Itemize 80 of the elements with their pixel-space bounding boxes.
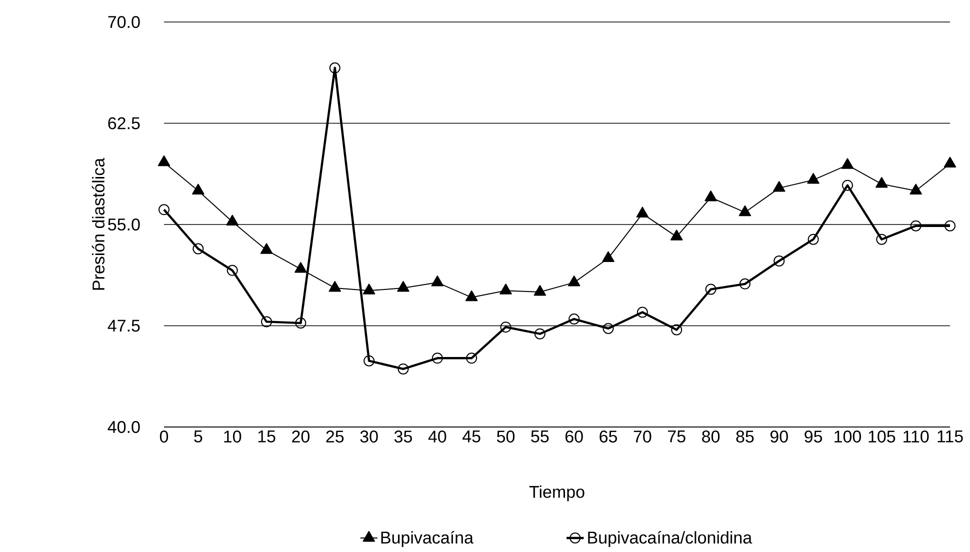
point bbox=[670, 230, 683, 240]
point bbox=[226, 214, 238, 226]
x-tick-label: 110 bbox=[904, 430, 929, 443]
point bbox=[841, 158, 854, 169]
x-tick-label: 50 bbox=[496, 430, 515, 443]
point bbox=[260, 243, 273, 254]
x-tick-label: 5 bbox=[194, 430, 202, 442]
x-tick-label: 40 bbox=[428, 430, 446, 443]
point bbox=[397, 280, 410, 292]
point bbox=[636, 206, 649, 218]
x-axis-title: Tiempo bbox=[529, 485, 584, 502]
x-tick-label: 80 bbox=[702, 430, 720, 443]
point bbox=[534, 328, 546, 340]
x-tick-label: 35 bbox=[394, 430, 412, 443]
x-tick-label: 65 bbox=[600, 430, 617, 443]
y-tick-label: 47.5 bbox=[108, 320, 140, 332]
point bbox=[910, 220, 922, 232]
point bbox=[158, 155, 170, 166]
point bbox=[431, 276, 444, 286]
point bbox=[192, 243, 204, 254]
point bbox=[466, 352, 478, 364]
x-tick-label: 0 bbox=[160, 430, 168, 443]
x-tick-label: 95 bbox=[804, 430, 822, 443]
point bbox=[842, 180, 853, 191]
point bbox=[500, 284, 512, 294]
point bbox=[807, 172, 820, 184]
y-tick-label: 62.5 bbox=[108, 117, 140, 130]
x-tick-label: 100 bbox=[834, 430, 862, 443]
point bbox=[568, 276, 580, 286]
point bbox=[704, 190, 717, 202]
point bbox=[739, 278, 750, 290]
point bbox=[226, 264, 238, 276]
point bbox=[636, 306, 648, 318]
y-tick-label: 40.0 bbox=[108, 420, 140, 434]
point bbox=[398, 363, 409, 374]
point bbox=[944, 220, 956, 232]
y-axis-title: Presión diastólica bbox=[92, 158, 105, 290]
x-tick-label: 85 bbox=[736, 430, 754, 443]
point bbox=[362, 284, 376, 294]
point bbox=[876, 234, 888, 245]
x-tick-label: 70 bbox=[634, 430, 652, 443]
point bbox=[944, 156, 956, 168]
point bbox=[158, 204, 170, 216]
x-tick-label: 30 bbox=[360, 430, 378, 443]
x-tick-label: 75 bbox=[668, 430, 686, 442]
point bbox=[465, 290, 478, 302]
legend-label: Bupivacaína bbox=[381, 530, 474, 548]
point bbox=[294, 262, 307, 273]
x-tick-label: 45 bbox=[462, 430, 480, 442]
x-tick-label: 55 bbox=[531, 430, 549, 442]
point bbox=[192, 184, 204, 194]
point bbox=[432, 352, 443, 364]
y-tick-label: 70.0 bbox=[108, 16, 140, 28]
point bbox=[808, 234, 819, 245]
point bbox=[705, 284, 716, 295]
point bbox=[364, 355, 375, 366]
y-tick-label: 55.0 bbox=[108, 218, 140, 231]
x-tick-label: 115 bbox=[938, 430, 963, 442]
point bbox=[328, 280, 341, 292]
x-tick-label: 90 bbox=[770, 430, 788, 443]
point bbox=[773, 181, 786, 192]
x-tick-label: 20 bbox=[292, 430, 310, 443]
legend-label: Bupivacaína/clonidina bbox=[588, 530, 752, 548]
point bbox=[774, 255, 785, 266]
x-tick-label: 105 bbox=[868, 430, 896, 443]
point bbox=[534, 285, 546, 296]
point bbox=[568, 314, 580, 324]
point bbox=[602, 322, 614, 334]
point bbox=[876, 177, 888, 188]
point bbox=[261, 316, 272, 328]
x-tick-label: 25 bbox=[326, 430, 344, 443]
x-tick-label: 10 bbox=[224, 430, 242, 443]
point bbox=[738, 205, 752, 216]
x-tick-label: 15 bbox=[258, 430, 276, 442]
point bbox=[295, 318, 306, 329]
point bbox=[671, 324, 682, 336]
point bbox=[500, 322, 512, 333]
point bbox=[602, 251, 614, 262]
x-tick-label: 60 bbox=[565, 430, 583, 443]
point bbox=[910, 184, 922, 194]
